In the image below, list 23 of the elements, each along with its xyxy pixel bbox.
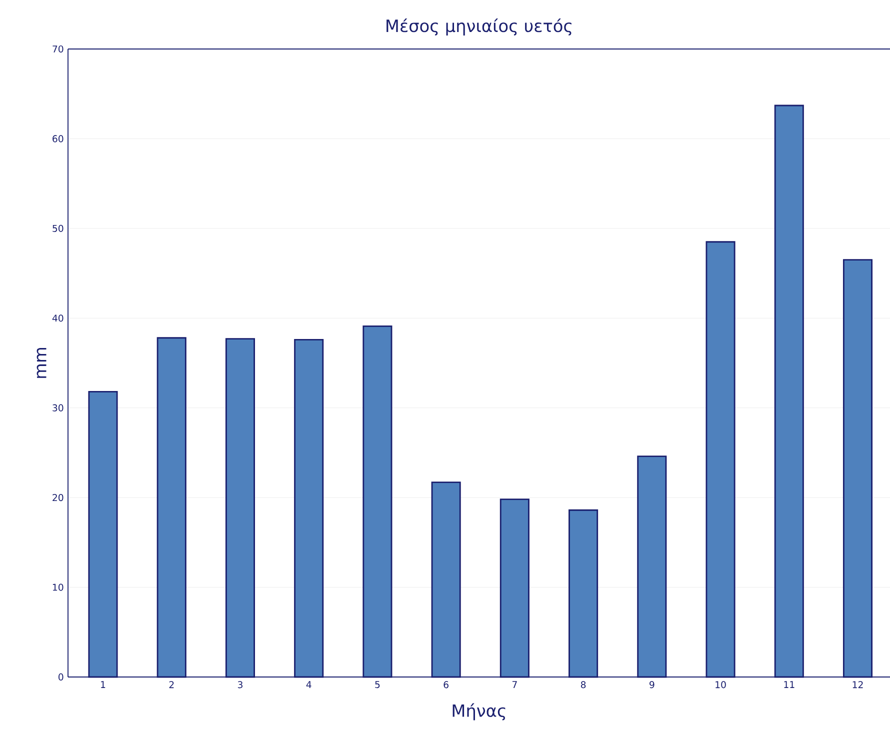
- y-tick-label: 0: [58, 673, 64, 681]
- x-tick-label: 4: [306, 681, 312, 688]
- x-tick-label: 8: [580, 681, 586, 688]
- y-tick-label: 70: [52, 45, 64, 53]
- y-tick-label: 20: [52, 494, 64, 502]
- x-tick-label: 5: [375, 681, 380, 688]
- y-tick-label: 60: [52, 135, 64, 142]
- y-tick-label: 50: [52, 224, 64, 232]
- x-tick-label: 6: [444, 681, 448, 688]
- x-tick-label: 11: [784, 681, 794, 688]
- x-tick-label: 3: [238, 681, 242, 688]
- y-tick-label: 30: [52, 404, 64, 412]
- x-tick-label: 7: [512, 681, 517, 688]
- x-tick-label: 12: [852, 681, 863, 688]
- x-axis-title: Μήνας: [452, 703, 506, 720]
- chart-title: Μέσος μηνιαίος υετός: [386, 18, 572, 36]
- x-tick-label: 1: [101, 681, 106, 688]
- y-axis-title: mm: [36, 348, 46, 378]
- x-tick-label: 10: [716, 681, 726, 688]
- x-tick-label: 9: [650, 681, 654, 688]
- y-tick-label: 10: [52, 584, 64, 591]
- x-tick-label: 2: [169, 681, 174, 688]
- y-tick-label: 40: [52, 314, 64, 322]
